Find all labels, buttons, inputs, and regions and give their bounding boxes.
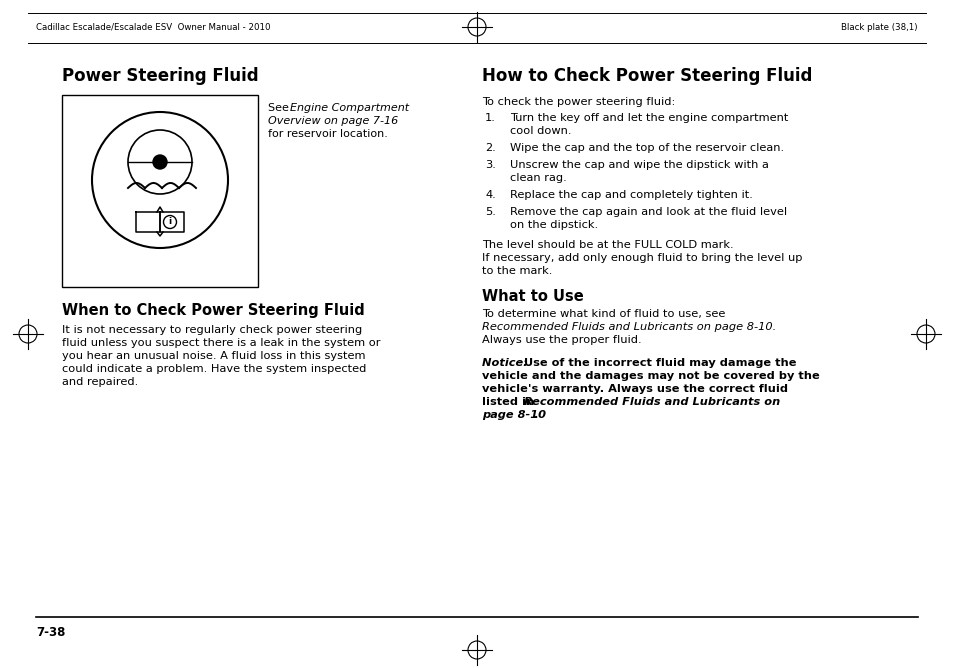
Text: Remove the cap again and look at the fluid level: Remove the cap again and look at the flu…: [510, 207, 786, 217]
Text: 3.: 3.: [485, 160, 496, 170]
Text: If necessary, add only enough fluid to bring the level up: If necessary, add only enough fluid to b…: [481, 253, 801, 263]
Text: 1.: 1.: [485, 113, 496, 123]
Text: 5.: 5.: [485, 207, 496, 217]
Text: What to Use: What to Use: [481, 289, 583, 304]
Text: Overview on page 7-16: Overview on page 7-16: [268, 116, 397, 126]
Text: It is not necessary to regularly check power steering: It is not necessary to regularly check p…: [62, 325, 362, 335]
Text: vehicle and the damages may not be covered by the: vehicle and the damages may not be cover…: [481, 371, 819, 381]
Text: you hear an unusual noise. A fluid loss in this system: you hear an unusual noise. A fluid loss …: [62, 351, 365, 361]
Text: To determine what kind of fluid to use, see: To determine what kind of fluid to use, …: [481, 309, 724, 319]
Text: Recommended Fluids and Lubricants on: Recommended Fluids and Lubricants on: [523, 397, 780, 407]
Text: Notice:: Notice:: [481, 358, 531, 368]
Text: vehicle's warranty. Always use the correct fluid: vehicle's warranty. Always use the corre…: [481, 384, 787, 394]
Text: listed in: listed in: [481, 397, 537, 407]
Text: Use of the incorrect fluid may damage the: Use of the incorrect fluid may damage th…: [519, 358, 796, 368]
Text: When to Check Power Steering Fluid: When to Check Power Steering Fluid: [62, 303, 364, 318]
Text: 4.: 4.: [485, 190, 496, 200]
Text: could indicate a problem. Have the system inspected: could indicate a problem. Have the syste…: [62, 364, 366, 374]
Text: for reservoir location.: for reservoir location.: [268, 129, 388, 139]
Text: fluid unless you suspect there is a leak in the system or: fluid unless you suspect there is a leak…: [62, 338, 380, 348]
Text: Recommended Fluids and Lubricants on page 8-10.: Recommended Fluids and Lubricants on pag…: [481, 322, 776, 332]
Text: The level should be at the FULL COLD mark.: The level should be at the FULL COLD mar…: [481, 240, 733, 250]
Text: 7-38: 7-38: [36, 625, 66, 639]
Circle shape: [152, 155, 167, 169]
Text: Turn the key off and let the engine compartment: Turn the key off and let the engine comp…: [510, 113, 787, 123]
Text: page 8-10: page 8-10: [481, 410, 545, 420]
Text: How to Check Power Steering Fluid: How to Check Power Steering Fluid: [481, 67, 812, 85]
Text: cool down.: cool down.: [510, 126, 571, 136]
Text: and repaired.: and repaired.: [62, 377, 138, 387]
Text: Engine Compartment: Engine Compartment: [290, 103, 409, 113]
Bar: [62, 95, 257, 287]
Text: Power Steering Fluid: Power Steering Fluid: [62, 67, 258, 85]
Text: Wipe the cap and the top of the reservoir clean.: Wipe the cap and the top of the reservoi…: [510, 143, 783, 153]
Text: Cadillac Escalade/Escalade ESV  Owner Manual - 2010: Cadillac Escalade/Escalade ESV Owner Man…: [36, 23, 271, 31]
Text: on the dipstick.: on the dipstick.: [510, 220, 598, 230]
Text: clean rag.: clean rag.: [510, 173, 566, 183]
Text: Always use the proper fluid.: Always use the proper fluid.: [481, 335, 641, 345]
Text: To check the power steering fluid:: To check the power steering fluid:: [481, 97, 675, 107]
Text: .: .: [534, 410, 537, 420]
Text: See: See: [268, 103, 292, 113]
Text: Replace the cap and completely tighten it.: Replace the cap and completely tighten i…: [510, 190, 752, 200]
Text: Unscrew the cap and wipe the dipstick with a: Unscrew the cap and wipe the dipstick wi…: [510, 160, 768, 170]
Text: i: i: [169, 217, 172, 226]
Text: to the mark.: to the mark.: [481, 266, 552, 276]
Text: 2.: 2.: [485, 143, 496, 153]
Text: Black plate (38,1): Black plate (38,1): [841, 23, 917, 31]
